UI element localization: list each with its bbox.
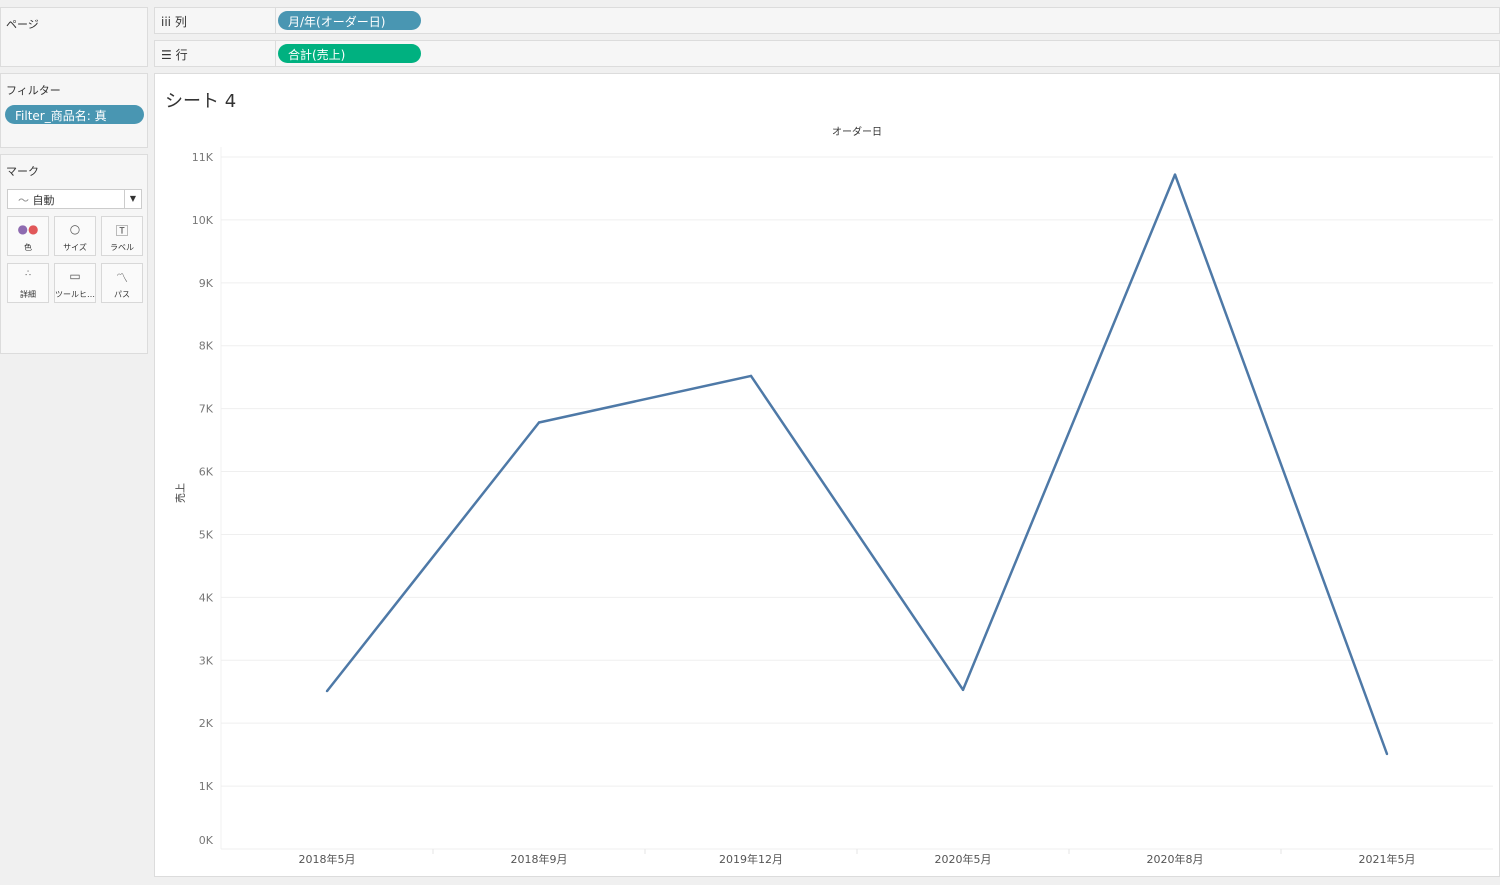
label-icon: 🅃 <box>115 224 128 238</box>
pages-title: ページ <box>6 18 39 31</box>
button-label: 色 <box>24 243 32 252</box>
x-tick-label: 2020年5月 <box>935 852 992 866</box>
sheet-title: シート 4 <box>165 91 237 112</box>
series-line <box>326 173 1389 755</box>
columns-pill[interactable]: 月/年(オーダー日) <box>278 11 421 30</box>
rows-shelf[interactable]: ☰ 行 合計(売上) <box>154 40 1500 67</box>
sheet-view: シート 4 0K 1K 2K 3K 4K 5K 6K 7K 8K 9K 10K 11K 2018年5月 2… <box>154 73 1500 877</box>
filter-pill[interactable]: Filter_商品名: 真 <box>5 105 144 124</box>
y-tick-label: 8K <box>199 340 214 353</box>
color-icon: ●● <box>17 222 39 236</box>
columns-icon: iii <box>161 15 172 29</box>
y-tick-label: 0K <box>199 834 214 847</box>
y-tick-label: 7K <box>199 403 214 416</box>
marks-path-button[interactable]: 〽パス <box>101 263 143 303</box>
data-point-4 <box>1173 173 1177 176</box>
x-axis-title: オーダー日 <box>832 125 882 138</box>
button-label: サイズ <box>63 243 87 252</box>
x-tick-label: 2020年8月 <box>1147 852 1204 866</box>
path-icon: 〽 <box>115 271 128 285</box>
data-point-3 <box>961 688 965 692</box>
x-tick-label: 2018年5月 <box>299 852 356 866</box>
y-axis-title: 売上 <box>174 483 187 503</box>
columns-shelf[interactable]: iii 列 月/年(オーダー日) <box>154 7 1500 34</box>
marks-detail-button[interactable]: ∴ 詳細 <box>7 263 49 303</box>
x-tick-label: 2019年12月 <box>719 852 783 866</box>
y-tick-label: 11K <box>192 151 214 164</box>
y-tick-label: 9K <box>199 277 214 290</box>
button-label: ツールヒ… <box>55 290 95 299</box>
marks-tooltip-button[interactable]: ▭ ツールヒ… <box>54 263 96 303</box>
rows-label-text: 行 <box>175 48 188 62</box>
columns-label-text: 列 <box>174 15 187 29</box>
x-tick-label: 2018年9月 <box>511 852 568 866</box>
mark-type-dropdown[interactable]: 〜 自動 ▼ <box>7 189 142 209</box>
rows-icon: ☰ <box>161 48 172 62</box>
data-point-1 <box>537 421 541 424</box>
button-label: ラベル <box>110 243 134 252</box>
mark-type-value: 自動 <box>32 194 55 207</box>
columns-shelf-label: iii 列 <box>155 8 276 33</box>
y-tick-label: 1K <box>199 780 214 793</box>
filters-panel: フィルター Filter_商品名: 真 <box>0 73 148 148</box>
y-tick-label: 4K <box>199 591 214 604</box>
marks-panel: マーク 〜 自動 ▼ ●● 色 ○ サイズ 🅃 ラベル ∴ 詳細 ▭ ツールヒ… 〽パス <box>0 154 148 354</box>
button-label: パス <box>114 290 130 299</box>
y-tick-label: 6K <box>199 466 214 479</box>
marks-title: マーク <box>6 165 39 178</box>
y-tick-label: 3K <box>199 654 214 667</box>
line-icon: 〜 <box>18 194 29 207</box>
button-label: 詳細 <box>20 290 36 299</box>
filters-title: フィルター <box>6 84 61 97</box>
size-icon: ○ <box>69 222 81 236</box>
rows-pill[interactable]: 合計(売上) <box>278 44 421 63</box>
data-point-0 <box>325 689 329 693</box>
tooltip-icon: ▭ <box>69 269 81 283</box>
y-tick-label: 2K <box>199 717 214 730</box>
marks-label-button[interactable]: 🅃 ラベル <box>101 216 143 256</box>
y-tick-label: 5K <box>199 528 214 541</box>
y-tick-label: 10K <box>192 214 214 227</box>
data-point-2 <box>749 374 753 378</box>
chevron-down-icon: ▼ <box>124 190 141 208</box>
marks-size-button[interactable]: ○ サイズ <box>54 216 96 256</box>
pages-panel: ページ <box>0 7 148 67</box>
detail-icon: ∴ <box>25 269 31 279</box>
marks-color-button[interactable]: ●● 色 <box>7 216 49 256</box>
line-chart: 0K 1K 2K 3K 4K 5K 6K 7K 8K 9K 10K 11K 2018年5月 2018年9月… <box>174 125 1493 866</box>
rows-shelf-label: ☰ 行 <box>155 41 276 66</box>
x-tick-label: 2021年5月 <box>1359 852 1416 866</box>
data-point-5 <box>1385 752 1389 756</box>
